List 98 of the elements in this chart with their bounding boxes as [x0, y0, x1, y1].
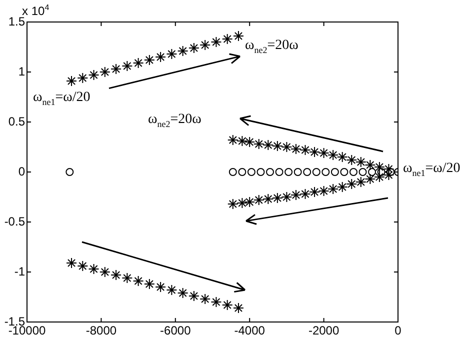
point	[132, 58, 144, 68]
point	[312, 168, 320, 176]
point	[66, 258, 78, 268]
point	[155, 282, 166, 292]
point	[110, 64, 122, 74]
point	[309, 186, 320, 198]
point	[318, 186, 330, 196]
point	[99, 266, 110, 278]
point	[300, 144, 311, 156]
point	[262, 194, 274, 204]
point	[88, 264, 100, 274]
point	[275, 168, 284, 176]
point	[266, 168, 274, 176]
point	[272, 140, 283, 152]
point	[244, 136, 256, 148]
point	[210, 36, 222, 48]
point	[346, 178, 358, 190]
point	[122, 60, 133, 72]
point	[368, 168, 376, 176]
point	[66, 76, 78, 86]
point	[290, 190, 302, 200]
point	[232, 30, 244, 42]
x-tick-label: -2000	[308, 324, 340, 338]
point	[244, 196, 256, 208]
point	[303, 168, 312, 176]
point	[66, 168, 74, 176]
point	[144, 54, 155, 66]
y-tick-label: -0.5	[4, 214, 26, 228]
point	[336, 152, 348, 162]
x-tick-label: -4000	[234, 324, 266, 338]
point	[88, 70, 100, 80]
point	[355, 176, 366, 188]
point	[155, 52, 166, 62]
point	[232, 302, 244, 314]
point	[364, 160, 376, 170]
point	[236, 136, 248, 146]
y-tick-label: -1	[14, 264, 26, 278]
text: ω$_{ne1}$=ω/20	[403, 161, 460, 178]
y-tick-label: 1	[18, 64, 26, 78]
point	[253, 194, 264, 206]
y-tick-label: 0	[18, 164, 26, 178]
point	[358, 168, 367, 176]
point	[374, 162, 385, 172]
x-tick-label: 0	[394, 324, 402, 338]
point	[328, 184, 339, 194]
point	[377, 168, 386, 176]
point	[99, 66, 110, 78]
annotation: ω$_{ne1}$=ω/20	[33, 90, 90, 107]
point	[247, 168, 256, 176]
y-tick-label: 0.5	[8, 114, 26, 128]
annotation: ω$_{ne2}$=20ω	[148, 112, 202, 129]
point	[328, 150, 339, 160]
point	[346, 154, 358, 166]
point	[355, 156, 366, 168]
point	[188, 42, 200, 54]
point	[222, 34, 233, 44]
point	[132, 276, 144, 286]
point	[364, 174, 376, 184]
point	[253, 138, 264, 150]
point	[290, 144, 302, 154]
point	[122, 272, 133, 284]
point	[284, 168, 293, 176]
point	[272, 192, 283, 204]
point	[281, 192, 292, 202]
point	[349, 168, 358, 176]
point	[77, 260, 88, 272]
point	[256, 168, 265, 176]
point	[188, 290, 200, 302]
point	[110, 270, 122, 280]
point	[222, 300, 233, 310]
point	[177, 46, 188, 56]
point	[144, 278, 155, 290]
point	[227, 198, 238, 210]
point	[228, 168, 237, 176]
point	[210, 296, 222, 308]
point	[309, 146, 320, 158]
point	[262, 140, 274, 150]
x-tick-label: -6000	[160, 324, 192, 338]
point	[166, 48, 178, 60]
point	[300, 188, 311, 200]
point	[177, 288, 188, 298]
annotation: ω$_{ne2}$=20ω	[245, 38, 298, 55]
point	[227, 134, 238, 146]
point	[294, 168, 302, 176]
point	[77, 72, 88, 84]
point	[236, 198, 248, 208]
point	[200, 40, 211, 50]
point	[200, 294, 211, 304]
point	[330, 168, 339, 176]
point	[318, 148, 330, 158]
point	[238, 168, 246, 176]
point	[166, 284, 178, 296]
point	[374, 172, 385, 182]
point	[322, 168, 330, 176]
point	[281, 142, 292, 152]
point	[340, 168, 348, 176]
x-tick-label: -8000	[86, 324, 117, 338]
point	[336, 182, 348, 192]
